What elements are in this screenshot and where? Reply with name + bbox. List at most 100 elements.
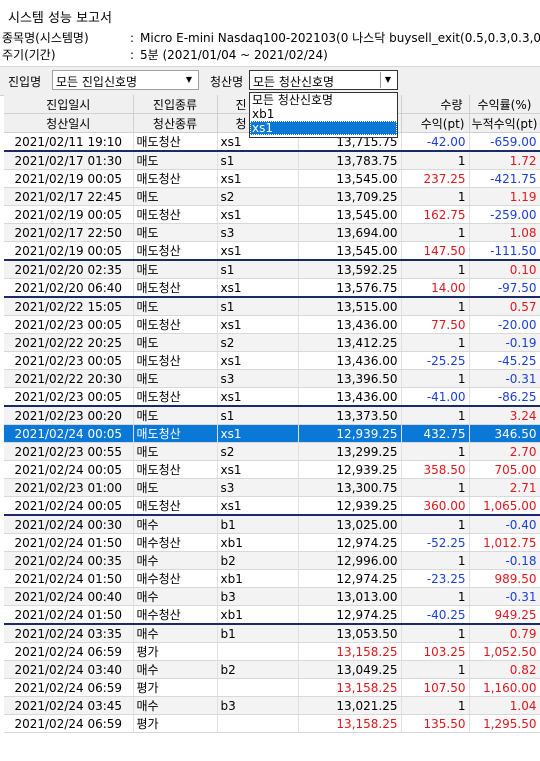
cell-signal: xb1	[217, 533, 299, 552]
cell-return-or-cumulative: 0.79	[469, 623, 540, 643]
col-header-cumulative[interactable]: 누적수익(pt)	[469, 113, 540, 133]
cell-datetime: 2021/02/22 20:30	[4, 369, 134, 388]
cell-return-or-cumulative: -97.50	[469, 278, 540, 298]
table-row[interactable]: 2021/02/20 06:40 매도청산 xs1 13,576.75 14.00 -97…	[4, 278, 540, 298]
cell-qty-or-profit: 358.50	[401, 460, 470, 479]
table-row[interactable]: 2021/02/24 00:35 매수 b2 12,996.00 1 -0.18	[4, 551, 540, 570]
cell-datetime: 2021/02/20 02:35	[4, 259, 134, 279]
cell-datetime: 2021/02/17 22:45	[4, 187, 134, 206]
table-row[interactable]: 2021/02/24 01:50 매수청산 xb1 12,974.25 -23.25 98…	[4, 569, 540, 588]
cell-return-or-cumulative: -45.25	[469, 351, 540, 370]
report-info: 종목명(시스템명): Micro E-mini Nasdaq100-202103(…	[0, 30, 540, 64]
table-row[interactable]: 2021/02/19 00:05 매도청산 xs1 13,545.00 237.25 -4…	[4, 169, 540, 188]
table-row[interactable]: 2021/02/24 01:50 매수청산 xb1 12,974.25 -52.25 1,…	[4, 533, 540, 552]
cell-signal: s2	[217, 333, 299, 352]
cell-qty-or-profit: 1	[401, 296, 470, 316]
cell-type: 매도청산	[133, 424, 218, 443]
table-row[interactable]: 2021/02/24 03:45 매수 b3 13,021.25 1 1.04	[4, 696, 540, 715]
dropdown-option[interactable]: xs1	[250, 121, 397, 135]
cell-datetime: 2021/02/23 00:20	[4, 405, 134, 425]
cell-signal: s1	[217, 150, 299, 170]
cell-price: 12,974.25	[298, 569, 402, 588]
cell-return-or-cumulative: -0.31	[469, 369, 540, 388]
table-row[interactable]: 2021/02/17 01:30 매도 s1 13,783.75 1 1.72	[4, 150, 540, 170]
entry-filter-select[interactable]: 모든 진입신호명 ▼	[52, 70, 199, 90]
cell-type: 매도	[133, 478, 218, 497]
table-row[interactable]: 2021/02/24 03:40 매수 b2 13,049.25 1 0.82	[4, 660, 540, 679]
exit-filter-select[interactable]: 모든 청산신호명 ▼	[249, 70, 398, 90]
cell-datetime: 2021/02/24 03:40	[4, 660, 134, 679]
table-row[interactable]: 2021/02/24 06:59 평가 13,158.25 135.50 1,295.5…	[4, 714, 540, 733]
table-row[interactable]: 2021/02/23 00:55 매도 s2 13,299.25 1 2.70	[4, 442, 540, 461]
cell-price: 13,436.00	[298, 315, 402, 334]
cell-price: 13,053.50	[298, 623, 402, 643]
col-header-exit-time[interactable]: 청산일시	[4, 113, 134, 133]
cell-qty-or-profit: 1	[401, 478, 470, 497]
cell-type: 매도	[133, 333, 218, 352]
chevron-down-icon[interactable]: ▼	[380, 72, 395, 88]
cell-type: 평가	[133, 714, 218, 733]
col-header-quantity[interactable]: 수량	[401, 95, 470, 114]
table-row[interactable]: 2021/02/20 02:35 매도 s1 13,592.25 1 0.10	[4, 259, 540, 279]
cell-type: 매도	[133, 296, 218, 316]
table-row[interactable]: 2021/02/11 19:10 매도청산 xs1 13,715.75 -42.00 -6…	[4, 132, 540, 152]
cell-return-or-cumulative: 1,295.50	[469, 714, 540, 733]
cell-type: 매도청산	[133, 351, 218, 370]
col-header-return-pct[interactable]: 수익률(%)	[469, 95, 540, 114]
col-header-entry-time[interactable]: 진입일시	[4, 95, 134, 114]
cell-type: 매도	[133, 405, 218, 425]
table-row[interactable]: 2021/02/19 00:05 매도청산 xs1 13,545.00 147.50 -1…	[4, 241, 540, 261]
table-row[interactable]: 2021/02/23 00:05 매도청산 xs1 13,436.00 -25.25 -4…	[4, 351, 540, 370]
table-row[interactable]: 2021/02/24 00:05 매도청산 xs1 12,939.25 358.50 70…	[4, 460, 540, 479]
table-row[interactable]: 2021/02/24 03:35 매수 b1 13,053.50 1 0.79	[4, 623, 540, 643]
table-row[interactable]: 2021/02/24 01:50 매수청산 xb1 12,974.25 -40.25 94…	[4, 605, 540, 625]
filter-bar: 진입명 모든 진입신호명 ▼ 청산명 모든 청산신호명 ▼	[0, 66, 540, 96]
table-row[interactable]: 2021/02/19 00:05 매도청산 xs1 13,545.00 162.75 -2…	[4, 205, 540, 224]
cell-type: 매수	[133, 551, 218, 570]
cell-price: 13,545.00	[298, 169, 402, 188]
cell-datetime: 2021/02/24 01:50	[4, 569, 134, 588]
table-row[interactable]: 2021/02/23 01:00 매도 s3 13,300.75 1 2.71	[4, 478, 540, 497]
cell-datetime: 2021/02/24 01:50	[4, 533, 134, 552]
table-row[interactable]: 2021/02/24 00:05 매도청산 xs1 12,939.25 432.75 34…	[4, 424, 540, 443]
table-row[interactable]: 2021/02/17 22:45 매도 s2 13,709.25 1 1.19	[4, 187, 540, 206]
cell-qty-or-profit: -25.25	[401, 351, 470, 370]
cell-type: 매수	[133, 696, 218, 715]
table-row[interactable]: 2021/02/22 20:30 매도 s3 13,396.50 1 -0.31	[4, 369, 540, 388]
chevron-down-icon[interactable]: ▼	[185, 75, 193, 84]
cell-price: 13,694.00	[298, 223, 402, 242]
table-row[interactable]: 2021/02/23 00:05 매도청산 xs1 13,436.00 77.50 -20…	[4, 315, 540, 334]
cell-datetime: 2021/02/17 22:50	[4, 223, 134, 242]
cell-qty-or-profit: 1	[401, 442, 470, 461]
col-header-entry-type[interactable]: 진입종류	[133, 95, 218, 114]
cell-return-or-cumulative: -259.00	[469, 205, 540, 224]
table-row[interactable]: 2021/02/24 06:59 평가 13,158.25 107.50 1,160.0…	[4, 678, 540, 697]
cell-price: 13,299.25	[298, 442, 402, 461]
table-row[interactable]: 2021/02/22 15:05 매도 s1 13,515.00 1 0.57	[4, 296, 540, 316]
table-row[interactable]: 2021/02/22 20:25 매도 s2 13,412.25 1 -0.19	[4, 333, 540, 352]
exit-filter-dropdown[interactable]: 모든 청산신호명 xb1 xs1	[249, 92, 398, 138]
table-row[interactable]: 2021/02/24 00:40 매수 b3 13,013.00 1 -0.31	[4, 587, 540, 606]
cell-signal: xs1	[217, 315, 299, 334]
trade-grid[interactable]: 진입일시 진입종류 진 수량 수익률(%) 청산일시 청산종류 청 수익(pt)…	[4, 95, 540, 761]
table-row[interactable]: 2021/02/24 06:59 평가 13,158.25 103.25 1,052.5…	[4, 642, 540, 661]
dropdown-option[interactable]: xb1	[252, 107, 275, 121]
table-row[interactable]: 2021/02/24 00:30 매수 b1 13,025.00 1 -0.40	[4, 514, 540, 534]
cell-datetime: 2021/02/24 06:59	[4, 678, 134, 697]
cell-qty-or-profit: -52.25	[401, 533, 470, 552]
table-row[interactable]: 2021/02/23 00:20 매도 s1 13,373.50 1 3.24	[4, 405, 540, 425]
table-row[interactable]: 2021/02/24 00:05 매도청산 xs1 12,939.25 360.00 1,…	[4, 496, 540, 516]
table-row[interactable]: 2021/02/23 00:05 매도청산 xs1 13,436.00 -41.00 -8…	[4, 387, 540, 407]
cell-signal: b2	[217, 660, 299, 679]
dropdown-option[interactable]: 모든 청산신호명	[252, 93, 334, 107]
cell-return-or-cumulative: -0.40	[469, 514, 540, 534]
exit-filter-value: 모든 청산신호명	[253, 75, 335, 89]
col-header-exit-type[interactable]: 청산종류	[133, 113, 218, 133]
cell-price: 12,939.25	[298, 424, 402, 443]
cell-datetime: 2021/02/24 06:59	[4, 642, 134, 661]
cell-return-or-cumulative: -421.75	[469, 169, 540, 188]
col-header-profit[interactable]: 수익(pt)	[401, 113, 470, 133]
table-row[interactable]: 2021/02/17 22:50 매도 s3 13,694.00 1 1.08	[4, 223, 540, 242]
cell-price: 13,049.25	[298, 660, 402, 679]
cell-type: 평가	[133, 642, 218, 661]
